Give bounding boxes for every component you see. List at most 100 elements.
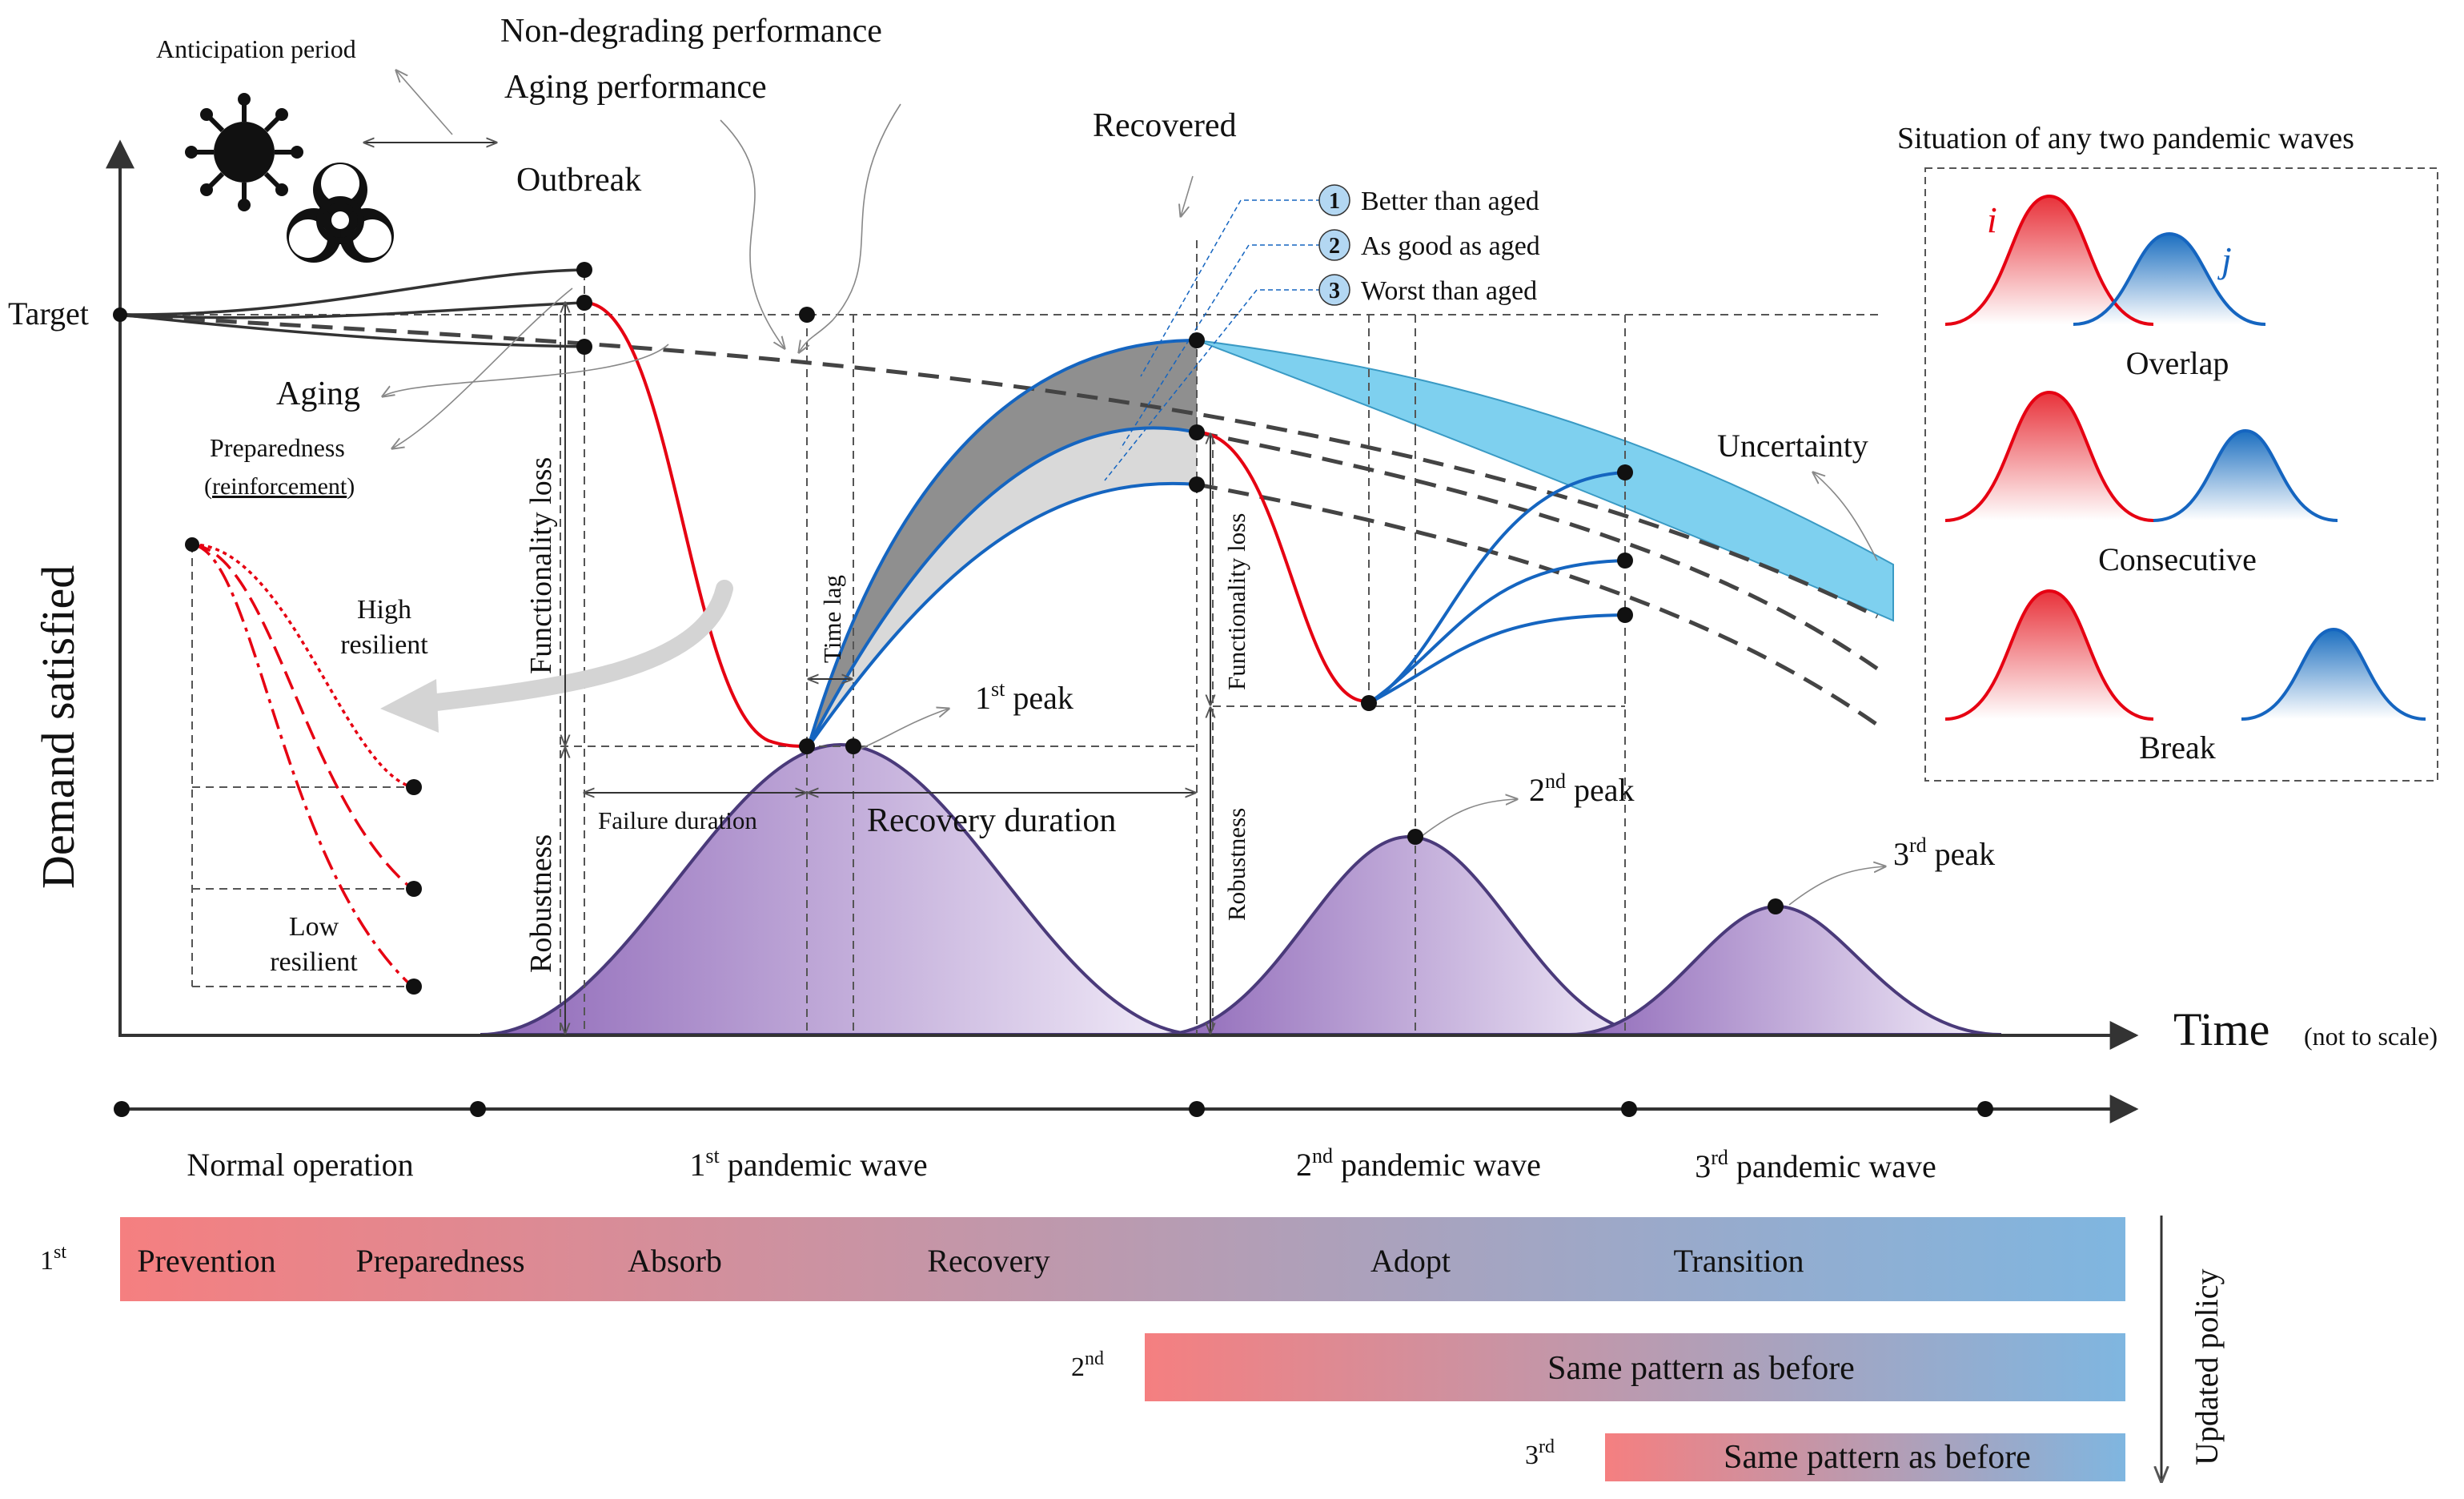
peak-1-label: 1st peak [975, 677, 1073, 716]
paren-close: ) [347, 473, 355, 500]
wave-2-sup: nd [1312, 1144, 1333, 1167]
policy-stage-preparedness: Preparedness [355, 1243, 524, 1279]
peak-2-text: peak [1566, 772, 1635, 808]
uncertainty-label: Uncertainty [1717, 428, 1868, 464]
recovery-curves-2 [1367, 471, 1626, 705]
non-degrading-label: Non-degrading performance [500, 13, 882, 50]
legend-num-3: 3 [1329, 279, 1340, 303]
legend-label-3: Worst than aged [1361, 276, 1537, 306]
policy-row-1-ordinal: 1st [40, 1242, 66, 1276]
policy-row-1-sup: st [54, 1242, 66, 1263]
policy-row-3-ordinal: 3rd [1525, 1437, 1555, 1470]
peak-1-text: peak [1005, 680, 1073, 716]
outbreak-label: Outbreak [516, 162, 641, 199]
low-resilient-line-2: resilient [270, 947, 358, 977]
high-resilient-label: High resilient [340, 595, 428, 660]
robustness-label: Robustness [524, 834, 558, 973]
policy-row-3-label: Same pattern as before [1724, 1439, 2031, 1476]
timeline-wave-2-label: 2nd pandemic wave [1296, 1144, 1541, 1183]
peak-3-label: 3rd peak [1893, 834, 1995, 872]
functionality-loss-label: Functionality loss [524, 457, 558, 674]
aging-performance-label: Aging performance [504, 69, 767, 106]
situation-title: Situation of any two pandemic waves [1897, 122, 2354, 155]
wave-1-area [480, 742, 1202, 1036]
aging-label: Aging [276, 376, 360, 412]
virus-icon [185, 93, 303, 211]
wave-1-sup: st [705, 1144, 720, 1167]
legend-num-2: 2 [1329, 234, 1340, 259]
situation-consecutive [1944, 390, 2338, 522]
measure-arrows [364, 143, 1210, 1033]
legend-badges [1318, 184, 1350, 306]
legend-pointers [1104, 199, 1321, 481]
policy-row-2-label: Same pattern as before [1547, 1350, 1855, 1387]
timeline-points [114, 1101, 1993, 1117]
x-axis-label: Time [2173, 1003, 2269, 1055]
policy-row-2-sup: nd [1085, 1348, 1104, 1369]
wave-3-area [1568, 904, 2002, 1036]
wave-1-text: pandemic wave [720, 1147, 928, 1183]
uncertainty-band [1196, 340, 1894, 622]
time-lag-label: Time lag [818, 575, 846, 663]
policy-row-3-num: 3 [1525, 1441, 1539, 1470]
aging-curves [119, 312, 1879, 727]
pointer-lines [383, 70, 1885, 906]
legend-label-1: Better than aged [1361, 187, 1539, 216]
policy-stage-recovery: Recovery [927, 1243, 1049, 1279]
wave-2-text: pandemic wave [1333, 1147, 1541, 1183]
high-resilient-line-1: High [357, 595, 411, 625]
policy-row-3-sup: rd [1539, 1437, 1555, 1457]
big-grey-arrow [407, 580, 733, 713]
policy-bar-1 [120, 1217, 2125, 1301]
key-points [113, 262, 1784, 995]
pre-outbreak-curves [119, 268, 585, 348]
wave-3-text: pandemic wave [1728, 1148, 1936, 1184]
high-resilient-line-2: resilient [340, 630, 428, 660]
situation-break [1944, 589, 2426, 721]
worse-region [809, 428, 1197, 746]
situation-overlap [1944, 194, 2266, 326]
policy-stage-transition: Transition [1673, 1243, 1804, 1279]
policy-row-2-num: 2 [1071, 1352, 1085, 1382]
biohazard-icon [287, 163, 394, 263]
peak-2-label: 2nd peak [1529, 770, 1635, 808]
peak-1-num: 1 [975, 680, 991, 716]
policy-stage-adopt: Adopt [1370, 1243, 1451, 1279]
situation-box [1924, 167, 2438, 782]
recovery-curves-1 [807, 339, 1198, 748]
low-resilient-label: Low resilient [270, 912, 358, 977]
policy-bar-2 [1145, 1333, 2125, 1401]
robustness-2-label: Robustness [1222, 808, 1250, 921]
peak-3-num: 3 [1893, 836, 1909, 872]
peak-1-sup: st [991, 677, 1005, 701]
situation-overlap-label: Overlap [2126, 345, 2229, 381]
policy-row-1-num: 1 [40, 1246, 54, 1276]
paren-open: ( [204, 473, 212, 500]
peak-3-text: peak [1927, 836, 1996, 872]
peak-3-sup: rd [1909, 834, 1927, 857]
wave-2-num: 2 [1296, 1147, 1312, 1183]
wave-1-num: 1 [689, 1147, 705, 1183]
resilience-inset [191, 543, 414, 988]
target-label: Target [8, 295, 89, 332]
failure-duration-label: Failure duration [598, 806, 757, 834]
y-axis-label: Demand satisfied [32, 565, 84, 889]
reinforcement-text: reinforcement [212, 473, 347, 500]
legend-num-1: 1 [1329, 189, 1340, 214]
timeline-wave-3-label: 3rd pandemic wave [1695, 1146, 1936, 1184]
better-region [809, 340, 1197, 746]
reinforcement-label: (reinforcement) [204, 473, 355, 500]
policy-bar-3 [1605, 1433, 2125, 1481]
anticipation-label: Anticipation period [156, 34, 356, 63]
x-axis-note: (not to scale) [2304, 1022, 2438, 1051]
policy-stage-absorb: Absorb [628, 1243, 722, 1279]
big-grey-arrowhead [380, 679, 439, 733]
low-resilient-line-1: Low [289, 912, 339, 942]
peak-2-num: 2 [1529, 772, 1545, 808]
recovery-duration-label: Recovery duration [867, 802, 1116, 839]
wave-3-sup: rd [1711, 1146, 1728, 1169]
legend-label-2: As good as aged [1361, 231, 1540, 261]
situation-consecutive-label: Consecutive [2098, 541, 2257, 577]
timeline-wave-1-label: 1st pandemic wave [689, 1144, 927, 1183]
